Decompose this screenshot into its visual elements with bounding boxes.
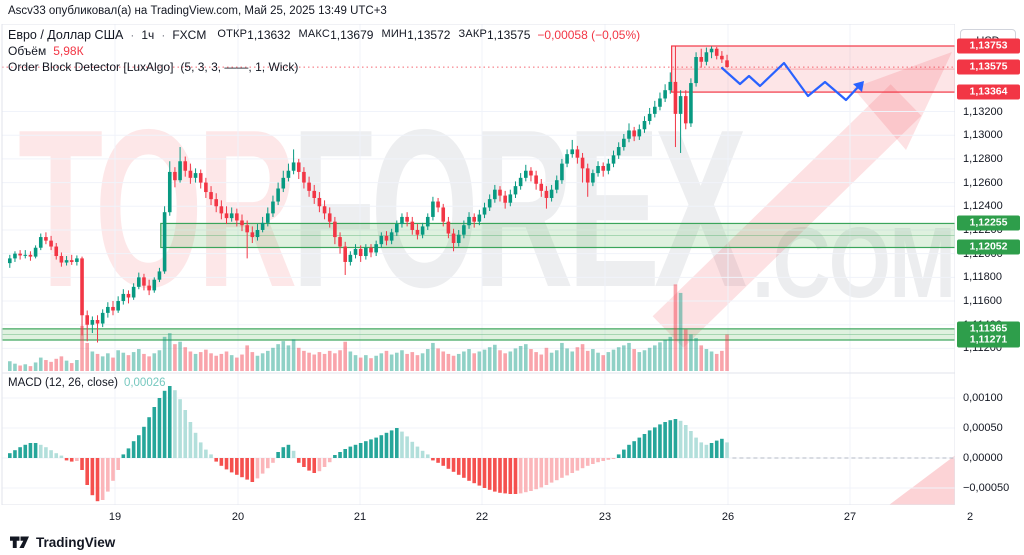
time-axis-label: 23 bbox=[598, 511, 612, 523]
price-tick-label: 1,13000 bbox=[963, 129, 1003, 142]
separator-dot: · bbox=[130, 27, 135, 42]
indicator-params: (5, 3, 3, ——, 1, Wick) bbox=[180, 59, 299, 74]
ohlc-item: ЗАКР 1,13575 bbox=[458, 27, 531, 42]
price-tick-label: 1,12800 bbox=[963, 152, 1003, 165]
time-axis-label: 21 bbox=[353, 511, 367, 523]
indicator-legend-row[interactable]: Order Block Detector [LuxAlgo] (5, 3, 3,… bbox=[8, 59, 640, 74]
ohlc-item: ОТКР 1,13632 bbox=[217, 27, 291, 42]
tradingview-wordmark: TradingView bbox=[36, 534, 116, 550]
price-tag: 1,11271 bbox=[957, 332, 1020, 348]
exchange-label: FXCM bbox=[172, 27, 207, 42]
symbol-legend-row[interactable]: Евро / Доллар США · 1ч · FXCM ОТКР 1,1363… bbox=[8, 27, 640, 42]
price-tick-label: 1,12400 bbox=[963, 200, 1003, 213]
price-tag: 1,13753 bbox=[957, 38, 1020, 54]
volume-series bbox=[8, 284, 729, 371]
bullish-order-block-zone bbox=[160, 222, 956, 249]
price-tag: 1,13575 bbox=[957, 59, 1020, 75]
ohlc-values: ОТКР 1,13632 МАКС 1,13679 МИН 1,13572 ЗАКР 1,13… bbox=[217, 28, 530, 42]
price-tag: 1,13364 bbox=[957, 84, 1020, 100]
price-change: −0,00058 (−0,05%) bbox=[537, 27, 641, 42]
volume-value: 5,98К bbox=[53, 43, 84, 58]
bullish-order-block-zone bbox=[1, 328, 956, 341]
price-tag: 1,12255 bbox=[957, 215, 1020, 231]
publish-info-bar: Ascv33 опубликовал(а) на TradingView.com… bbox=[0, 0, 1024, 24]
publish-info-text: Ascv33 опубликовал(а) на TradingView.com… bbox=[8, 5, 387, 17]
candlestick-series bbox=[8, 46, 729, 343]
time-axis-label: 20 bbox=[231, 511, 245, 523]
symbol-name: Евро / Доллар США bbox=[8, 27, 124, 42]
time-axis-label: 2 bbox=[966, 511, 974, 523]
ohlc-item: МАКС 1,13679 bbox=[298, 27, 374, 42]
macd-tick-label: 0,00000 bbox=[963, 452, 1003, 464]
price-tick-label: 1,11800 bbox=[963, 271, 1002, 284]
price-scale[interactable]: USD 1,132001,130001,128001,126001,124001… bbox=[955, 24, 1024, 505]
price-tick-label: 1,13200 bbox=[963, 105, 1003, 118]
chart-legend: Евро / Доллар США · 1ч · FXCM ОТКР 1,1363… bbox=[8, 27, 640, 75]
time-axis-label: 19 bbox=[108, 511, 122, 523]
bearish-order-block-zone bbox=[671, 45, 956, 93]
ohlc-item: МИН 1,13572 bbox=[381, 27, 451, 42]
volume-legend-row[interactable]: Объём 5,98К bbox=[8, 43, 640, 58]
time-axis-label: 26 bbox=[721, 511, 735, 523]
branding-bar: TradingView bbox=[0, 529, 1024, 555]
tradingview-logo-icon bbox=[10, 536, 29, 548]
macd-tick-label: 0,00050 bbox=[963, 422, 1003, 434]
price-tick-label: 1,11600 bbox=[963, 295, 1002, 308]
macd-title: MACD (12, 26, close) bbox=[8, 377, 118, 389]
time-axis-label: 27 bbox=[843, 511, 857, 523]
price-tag: 1,12052 bbox=[957, 239, 1020, 255]
macd-value: 0,00026 bbox=[123, 377, 166, 389]
macd-tick-label: 0,00100 bbox=[963, 392, 1003, 404]
price-tick-label: 1,12600 bbox=[963, 176, 1003, 189]
macd-histogram bbox=[8, 386, 729, 502]
volume-label: Объём bbox=[8, 43, 47, 58]
time-axis[interactable]: 19 20 21 22 23 26 27 2 bbox=[0, 505, 1024, 529]
separator-dot: · bbox=[161, 27, 166, 42]
gridlines bbox=[2, 24, 971, 505]
macd-tick-label: −0,00050 bbox=[963, 482, 1010, 494]
macd-legend-row[interactable]: MACD (12, 26, close) 0,00026 bbox=[8, 377, 166, 389]
indicator-name: Order Block Detector [LuxAlgo] bbox=[8, 59, 174, 74]
interval-label: 1ч bbox=[141, 27, 155, 42]
projection-arrow[interactable] bbox=[720, 61, 864, 102]
time-axis-label: 22 bbox=[475, 511, 489, 523]
